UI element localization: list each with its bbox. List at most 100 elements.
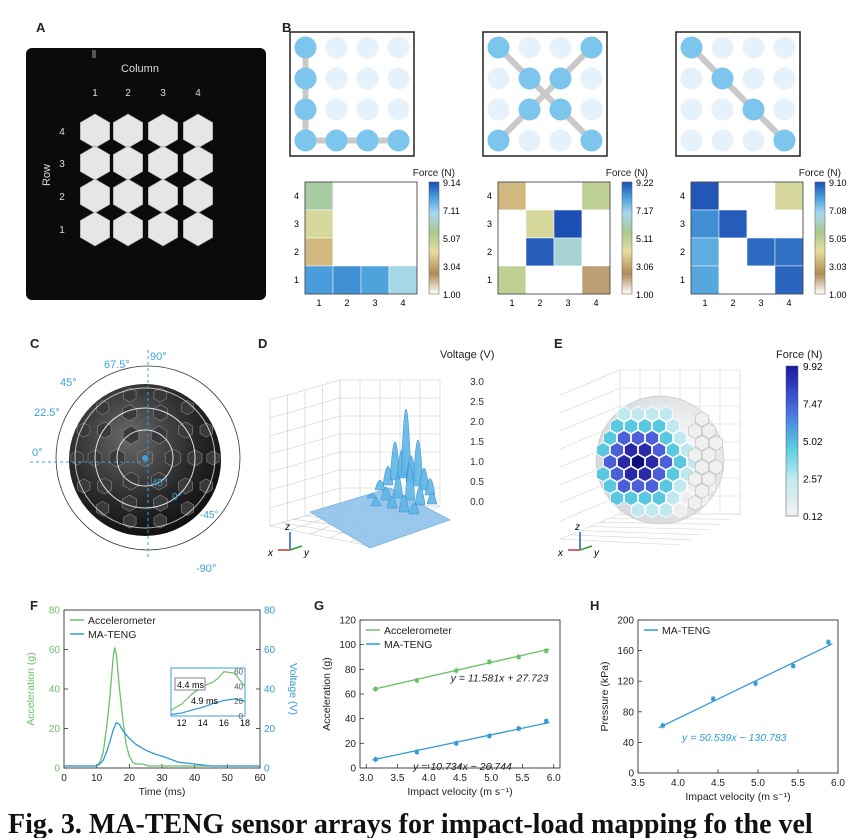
x-tick-label: 10 [91,773,103,784]
heatmap-cell [691,266,719,294]
data-point [517,727,521,731]
colorbar-tick: 5.05 [829,234,847,244]
z-ticks: 3.02.52.01.51.00.50.0 [470,377,484,508]
z-tick: 1.0 [470,457,484,468]
force-hex [660,431,673,446]
y-tick-label: 20 [49,724,61,735]
grid-line [580,531,700,535]
heatmap-cell [333,210,361,238]
heatmap-cell [389,238,417,266]
sensor-node [581,130,603,152]
x-tick-label: 3.0 [359,773,373,784]
sensor-node [681,99,703,121]
colorbar-title-e: Force (N) [776,349,822,361]
figure-caption: Fig. 3. MA-TENG sensor arrays for impact… [8,808,843,838]
force-hex [646,503,659,518]
data-point [826,640,830,644]
heatmap-x-tick: 4 [786,298,791,308]
angle-label-0-inner: 0° [172,492,182,503]
heatmap-x-tick: 4 [593,298,598,308]
x-tick-label: 30 [156,773,168,784]
sensor-node [681,130,703,152]
heatmap-x-tick: 1 [702,298,707,308]
heatmap-x-tick: 4 [400,298,405,308]
force-hex [618,431,631,446]
heatmap-x-tick: 3 [565,298,570,308]
force-hex [674,455,687,470]
y2-tick-label: 80 [264,606,276,617]
sensor-node [326,130,348,152]
legend-label: Accelerometer [384,625,452,637]
force-hex-map [597,407,723,518]
angle-label-minus45: -45° [200,510,218,521]
colorbar-tick: 3.04 [443,262,461,272]
row-tick: 2 [59,192,65,203]
heatmap-y-tick: 4 [680,191,685,201]
y2-tick-label: 40 [264,685,276,696]
z-tick: 2.0 [470,417,484,428]
sensor-node [388,99,410,121]
force-hex [639,419,652,434]
data-point [544,719,548,723]
sensor-node [488,68,510,90]
sensor-node [295,37,317,59]
inset-y-tick: 60 [234,668,243,677]
heatmap-y-tick: 1 [294,275,299,285]
sensor-node [550,99,572,121]
inset-y-tick: 20 [234,697,243,706]
force-hex [674,431,687,446]
x-tick-label: 40 [189,773,201,784]
sensor-node [550,68,572,90]
sensor-node [581,99,603,121]
colorbar-tick: 5.07 [443,234,461,244]
colorbar-tick: 9.92 [803,362,823,373]
fit-equation-1: y = 10.734x − 26.744 [412,761,512,773]
heatmap-x-tick: 1 [509,298,514,308]
y-tick-label: 80 [49,606,61,617]
y-tick-label: 40 [623,738,635,749]
x-tick-label: 0 [61,773,67,784]
row-tick: 1 [59,225,65,236]
colorbar-ticks-e: 9.927.475.022.570.12 [803,362,823,523]
heatmap-cell [775,238,803,266]
y2-axis-label: Voltage (V) [287,663,299,715]
heatmap-y-tick: 3 [487,219,492,229]
axis-y-label: y [303,548,310,559]
sensor-node [550,130,572,152]
sensor-node [712,68,734,90]
y2-tick-label: 0 [264,764,270,775]
heatmap-cell [582,238,610,266]
x-tick-label: 4.5 [453,773,467,784]
z-tick: 3.0 [470,377,484,388]
sensor-node [712,130,734,152]
fit-line-0 [659,644,833,728]
sensor-node [743,68,765,90]
force-hex [625,419,638,434]
colorbar-tick: 7.47 [803,400,823,411]
heatmap-y-tick: 4 [294,191,299,201]
heatmap-cell [333,182,361,210]
colorbar-tick: 1.00 [636,290,654,300]
heatmap-x-tick: 2 [730,298,735,308]
heatmap-cell [582,182,610,210]
x-tick-label: 4.0 [422,773,436,784]
z-tick: 1.5 [470,437,484,448]
heatmap-cell [691,210,719,238]
heatmap-cell [719,210,747,238]
heatmap-cell [719,182,747,210]
sensor-node [743,99,765,121]
heatmap-cell [775,266,803,294]
heatmap-cell [361,182,389,210]
center-point [142,455,148,461]
sensor-node [488,130,510,152]
sensor-node [357,68,379,90]
force-hex [660,407,673,422]
column-label: Column [121,63,159,75]
axis-x-label: x [267,548,274,559]
x-tick-label: 5.0 [484,773,498,784]
heatmap-cell [389,182,417,210]
row-tick: 3 [59,159,65,170]
y-tick-label: 60 [345,690,357,701]
axis-triad-d: z x y [267,522,310,559]
heatmap-cell [498,266,526,294]
